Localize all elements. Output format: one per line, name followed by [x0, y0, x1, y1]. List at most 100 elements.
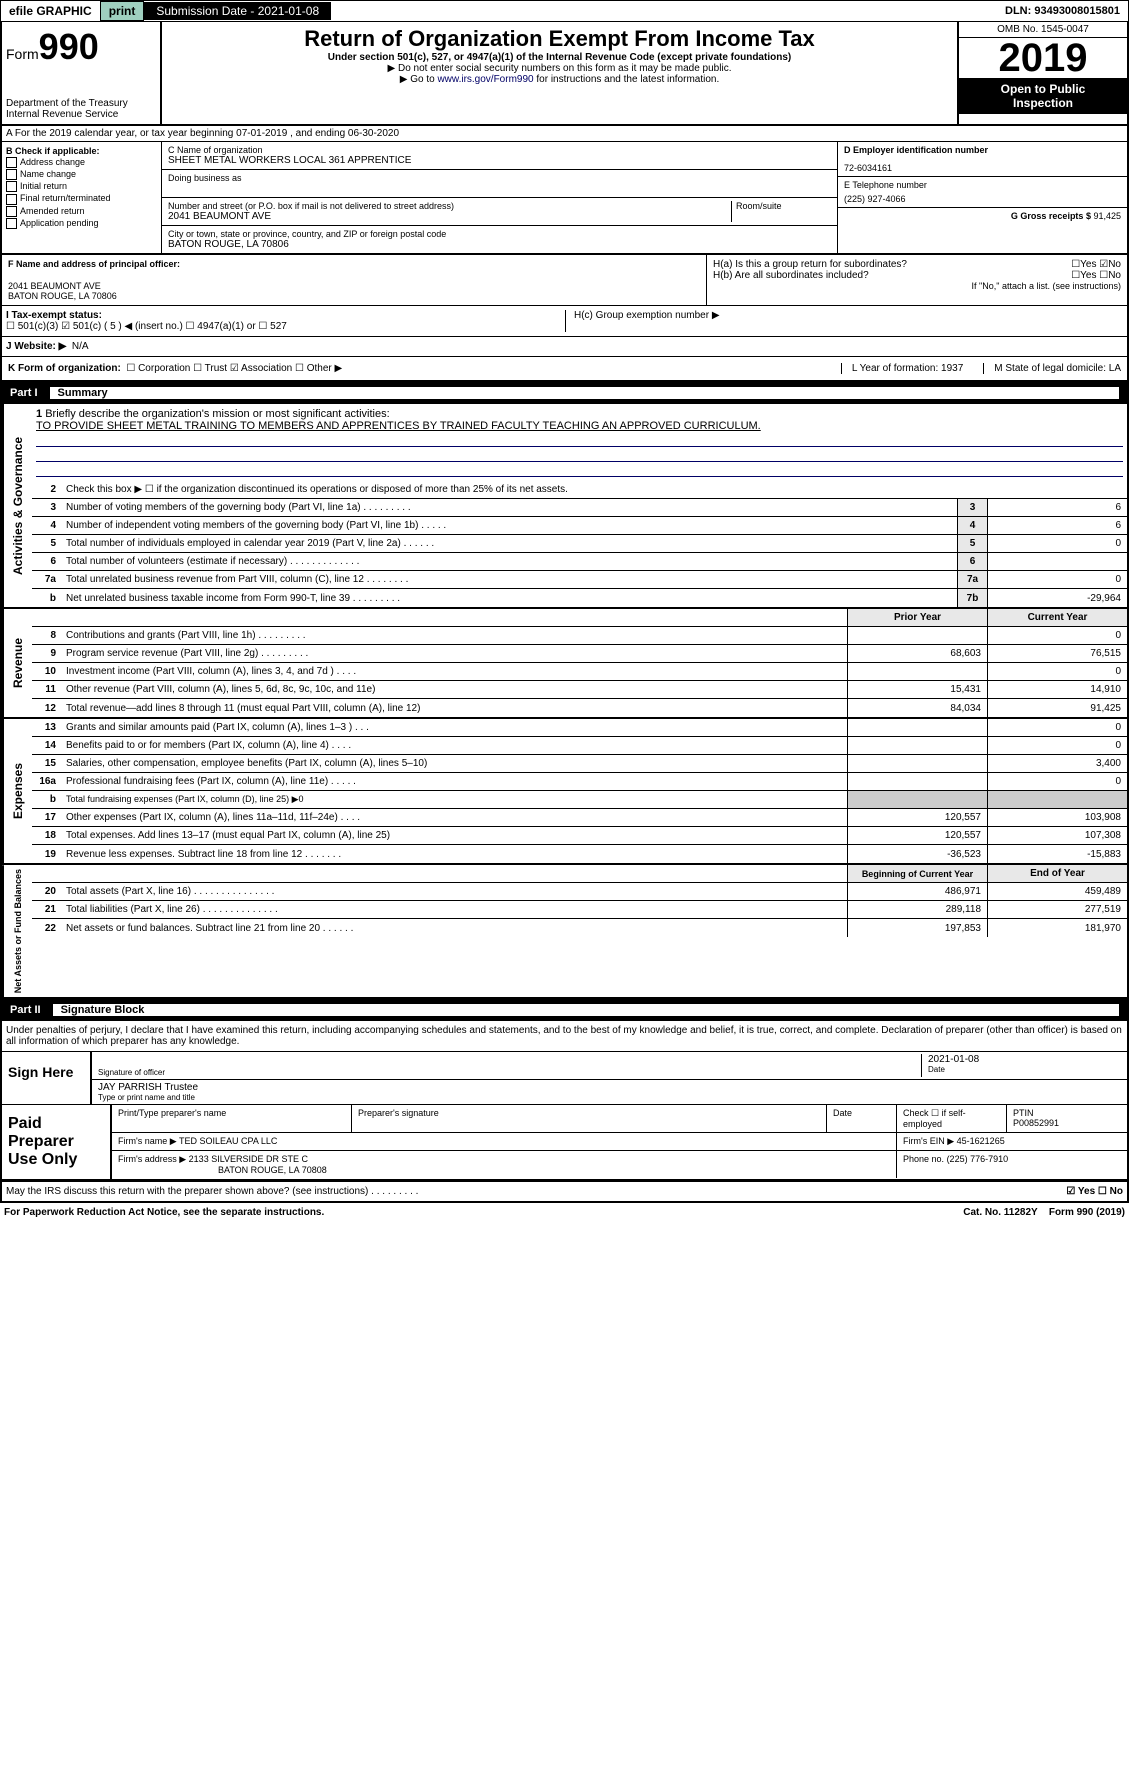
header-left: Form990 Department of the Treasury Inter… [2, 22, 162, 124]
p14 [847, 737, 987, 754]
year-formation: L Year of formation: 1937 [841, 363, 963, 374]
cb-address[interactable]: Address change [6, 157, 157, 168]
part1-header: Part I Summary [0, 382, 1129, 404]
form-header: Form990 Department of the Treasury Inter… [0, 22, 1129, 126]
part2-title: Signature Block [53, 1004, 1119, 1016]
hb-q: H(b) Are all subordinates included? [713, 270, 869, 281]
l8: Contributions and grants (Part VIII, lin… [62, 628, 847, 643]
firm-ein-lbl: Firm's EIN ▶ [903, 1136, 954, 1146]
paid-preparer: Paid Preparer Use Only [2, 1105, 112, 1179]
sig-officer-lbl: Signature of officer [98, 1068, 921, 1077]
discuss-q: May the IRS discuss this return with the… [6, 1186, 418, 1197]
officer-name: JAY PARRISH Trustee [98, 1082, 1121, 1093]
col-d: D Employer identification number72-60341… [837, 142, 1127, 253]
e21: 277,519 [987, 901, 1127, 918]
l10: Investment income (Part VIII, column (A)… [62, 664, 847, 679]
form-title: Return of Organization Exempt From Incom… [166, 26, 953, 52]
l6: Total number of volunteers (estimate if … [62, 554, 957, 569]
sub2: ▶ Do not enter social security numbers o… [166, 63, 953, 74]
line-a: A For the 2019 calendar year, or tax yea… [0, 126, 1129, 141]
l5: Total number of individuals employed in … [62, 536, 957, 551]
mission: TO PROVIDE SHEET METAL TRAINING TO MEMBE… [36, 420, 1123, 432]
city-lbl: City or town, state or province, country… [168, 229, 831, 239]
irs-link[interactable]: www.irs.gov/Form990 [437, 74, 533, 85]
v7b: -29,964 [987, 589, 1127, 607]
e20: 459,489 [987, 883, 1127, 900]
hdr-curr: Current Year [987, 609, 1127, 626]
side-net: Net Assets or Fund Balances [2, 865, 32, 997]
p15 [847, 755, 987, 772]
gross-lbl: G Gross receipts $ [1011, 211, 1091, 221]
submission-date: Submission Date - 2021-01-08 [144, 2, 331, 20]
cb-final[interactable]: Final return/terminated [6, 193, 157, 204]
cb-pending[interactable]: Application pending [6, 218, 157, 229]
l9: Program service revenue (Part VIII, line… [62, 646, 847, 661]
hdr-prior: Prior Year [847, 609, 987, 626]
hb-ans: ☐Yes ☐No [1071, 270, 1121, 281]
cb-amended[interactable]: Amended return [6, 206, 157, 217]
discuss-row: May the IRS discuss this return with the… [0, 1181, 1129, 1203]
c18: 107,308 [987, 827, 1127, 844]
print-button[interactable]: print [100, 1, 145, 21]
name-lbl: Type or print name and title [98, 1093, 1121, 1102]
efile-label: efile GRAPHIC [1, 2, 100, 20]
cb-name[interactable]: Name change [6, 169, 157, 180]
prep-h3: Date [827, 1105, 897, 1132]
c11: 14,910 [987, 681, 1127, 698]
hdr-end: End of Year [987, 865, 1127, 882]
ein-lbl: D Employer identification number [844, 145, 1121, 155]
b20: 486,971 [847, 883, 987, 900]
state-domicile: M State of legal domicile: LA [983, 363, 1121, 374]
f-addr1: 2041 BEAUMONT AVE [8, 281, 700, 291]
firm-phone: (225) 776-7910 [947, 1154, 1009, 1164]
f-lbl: F Name and address of principal officer: [8, 259, 700, 269]
part2-header: Part II Signature Block [0, 999, 1129, 1021]
dba-lbl: Doing business as [168, 173, 831, 183]
p19: -36,523 [847, 845, 987, 863]
prep-h1: Print/Type preparer's name [112, 1105, 352, 1132]
v4: 6 [987, 517, 1127, 534]
l16b: Total fundraising expenses (Part IX, col… [62, 792, 847, 807]
cat-no: Cat. No. 11282Y [963, 1207, 1037, 1218]
side-governance: Activities & Governance [2, 404, 32, 607]
b21: 289,118 [847, 901, 987, 918]
side-revenue: Revenue [2, 609, 32, 717]
bottom-line: For Paperwork Reduction Act Notice, see … [0, 1203, 1129, 1222]
c17: 103,908 [987, 809, 1127, 826]
c14: 0 [987, 737, 1127, 754]
part2-num: Part II [10, 1004, 53, 1016]
firm-phone-lbl: Phone no. [903, 1154, 944, 1164]
v3: 6 [987, 499, 1127, 516]
c13: 0 [987, 719, 1127, 736]
department: Department of the Treasury Internal Reve… [6, 98, 156, 120]
expenses-block: Expenses 13Grants and similar amounts pa… [0, 719, 1129, 865]
top-bar: efile GRAPHIC print Submission Date - 20… [0, 0, 1129, 22]
firm-addr2: BATON ROUGE, LA 70808 [218, 1165, 327, 1175]
hb-note: If "No," attach a list. (see instruction… [713, 281, 1121, 291]
city: BATON ROUGE, LA 70806 [168, 239, 831, 250]
governance-block: Activities & Governance 1 Briefly descri… [0, 404, 1129, 609]
firm-addr-lbl: Firm's address ▶ [118, 1154, 186, 1164]
b-header: B Check if applicable: [6, 146, 157, 156]
part1-title: Summary [50, 387, 1119, 399]
v7a: 0 [987, 571, 1127, 588]
hc: H(c) Group exemption number ▶ [566, 310, 1123, 332]
p11: 15,431 [847, 681, 987, 698]
date-lbl: Date [928, 1065, 1121, 1074]
tax-year: 2019 [959, 38, 1127, 78]
room-lbl: Room/suite [731, 201, 831, 222]
col-h: H(a) Is this a group return for subordin… [707, 255, 1127, 305]
header-mid: Return of Organization Exempt From Incom… [162, 22, 957, 124]
l7a: Total unrelated business revenue from Pa… [62, 572, 957, 587]
ha-ans: ☐Yes ☑No [1071, 259, 1121, 270]
l2: Check this box ▶ ☐ if the organization d… [62, 482, 1127, 497]
prep-h4: Check ☐ if self-employed [897, 1105, 1007, 1132]
section-fh: F Name and address of principal officer:… [0, 255, 1129, 306]
cb-initial[interactable]: Initial return [6, 181, 157, 192]
col-b: B Check if applicable: Address change Na… [2, 142, 162, 253]
c9: 76,515 [987, 645, 1127, 662]
header-right: OMB No. 1545-0047 2019 Open to Public In… [957, 22, 1127, 124]
v5: 0 [987, 535, 1127, 552]
p9: 68,603 [847, 645, 987, 662]
l14: Benefits paid to or for members (Part IX… [62, 738, 847, 753]
